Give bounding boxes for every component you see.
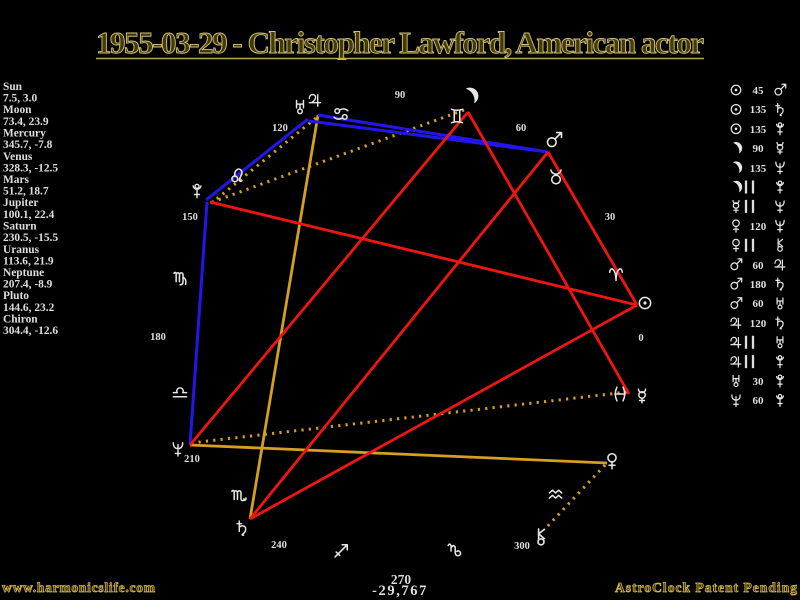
svg-text:135: 135 — [750, 124, 767, 136]
svg-text:345.7, -7.8: 345.7, -7.8 — [3, 139, 53, 151]
svg-text:328.3, -12.5: 328.3, -12.5 — [3, 162, 58, 174]
svg-text:Chiron: Chiron — [3, 314, 38, 326]
svg-text:60: 60 — [753, 395, 765, 407]
svg-text:-29,767: -29,767 — [372, 583, 428, 599]
svg-text:144.6, 23.2: 144.6, 23.2 — [3, 302, 55, 314]
svg-text:Moon: Moon — [3, 104, 32, 116]
svg-text:210: 210 — [184, 454, 200, 465]
svg-text:Uranus: Uranus — [3, 244, 40, 256]
svg-text:180: 180 — [150, 332, 166, 343]
svg-text:90: 90 — [753, 143, 765, 155]
svg-text:Sun: Sun — [3, 81, 23, 93]
svg-text:Pluto: Pluto — [3, 290, 29, 302]
svg-text:www.harmonicslife.com: www.harmonicslife.com — [2, 580, 156, 595]
svg-text:45: 45 — [753, 85, 765, 97]
svg-text:113.6, 21.9: 113.6, 21.9 — [3, 255, 54, 267]
svg-text:240: 240 — [271, 540, 287, 551]
svg-text:60: 60 — [753, 298, 765, 310]
svg-text:Venus: Venus — [3, 151, 33, 163]
svg-text:30: 30 — [753, 376, 765, 388]
svg-text:120: 120 — [750, 221, 767, 233]
svg-text:207.4, -8.9: 207.4, -8.9 — [3, 279, 53, 291]
svg-text:135: 135 — [750, 104, 767, 116]
svg-text:270: 270 — [391, 572, 412, 587]
svg-text:Neptune: Neptune — [3, 267, 44, 279]
svg-text:7.5, 3.0: 7.5, 3.0 — [3, 93, 37, 105]
svg-text:100.1, 22.4: 100.1, 22.4 — [3, 209, 55, 221]
svg-text:304.4, -12.6: 304.4, -12.6 — [3, 325, 58, 337]
svg-text:135: 135 — [750, 163, 767, 175]
svg-text:Mercury: Mercury — [3, 128, 46, 140]
svg-text:150: 150 — [182, 212, 198, 223]
svg-text:Mars: Mars — [3, 174, 30, 186]
svg-text:60: 60 — [753, 260, 765, 272]
svg-text:30: 30 — [605, 212, 616, 223]
svg-text:60: 60 — [516, 123, 527, 134]
svg-text:51.2, 18.7: 51.2, 18.7 — [3, 186, 49, 198]
svg-text:73.4, 23.9: 73.4, 23.9 — [3, 116, 49, 128]
svg-text:Saturn: Saturn — [3, 221, 37, 233]
svg-text:120: 120 — [272, 123, 288, 134]
svg-text:120: 120 — [750, 318, 767, 330]
svg-text:1955-03-29 - Christopher Lawfo: 1955-03-29 - Christopher Lawford, Americ… — [96, 25, 704, 60]
svg-text:AstroClock Patent Pending: AstroClock Patent Pending — [615, 580, 797, 595]
svg-text:300: 300 — [514, 541, 530, 552]
svg-text:Jupiter: Jupiter — [3, 197, 38, 209]
svg-text:230.5, -15.5: 230.5, -15.5 — [3, 232, 58, 244]
svg-text:90: 90 — [395, 90, 406, 101]
svg-text:180: 180 — [750, 279, 767, 291]
svg-text:0: 0 — [638, 333, 643, 344]
